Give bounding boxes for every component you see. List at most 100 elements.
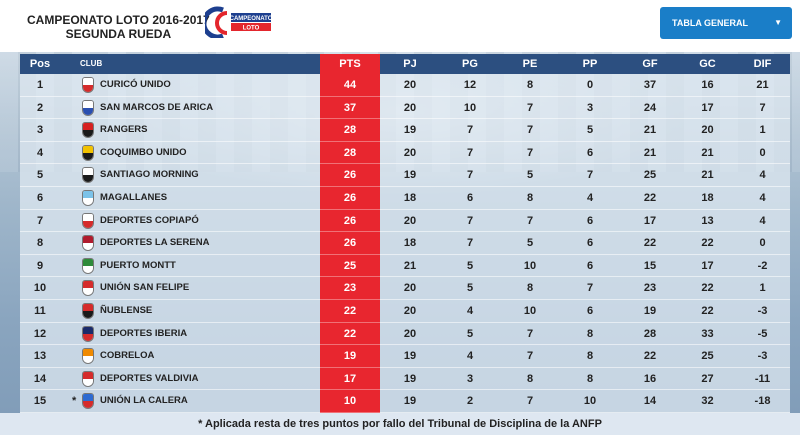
table-row[interactable]: 3 28 19 7 7 5 21 20 1 RANGERS [20,119,790,142]
table-row[interactable]: 8 26 18 7 5 6 22 22 0 DEPORTES LA SERENA [20,232,790,255]
row-club-name[interactable]: UNIÓN LA CALERA [100,395,188,407]
row-pts: 26 [320,209,380,233]
row-club-name[interactable]: UNIÓN SAN FELIPE [100,282,190,294]
table-row[interactable]: 11 22 20 4 10 6 19 22 -3 ÑUBLENSE [20,299,790,323]
col-pts[interactable]: PTS [320,54,380,74]
row-gc: 13 [701,214,714,227]
row-pts: 22 [320,322,380,346]
row-club-name[interactable]: PUERTO MONTT [100,259,176,271]
row-pp: 0 [586,79,594,91]
row-pj: 20 [403,101,417,114]
club-crest-icon [82,122,94,139]
table-row[interactable]: 5 26 19 7 5 7 25 21 4 SANTIAGO MORNING [20,164,790,187]
row-gc: 33 [701,327,714,340]
row-pg: 7 [466,237,474,250]
row-dif: -11 [754,372,771,385]
row-club-name[interactable]: CURICÓ UNIDO [100,79,171,90]
row-pg: 7 [466,169,474,182]
table-type-dropdown[interactable]: TABLA GENERAL ▼ [660,7,792,39]
row-pts: 25 [320,254,380,278]
col-pp[interactable]: PP [582,58,598,70]
row-pos: 10 [33,282,47,295]
row-pe: 8 [526,191,534,204]
row-pos: 11 [34,304,46,317]
footnote: * Aplicada resta de tres puntos por fall… [0,413,800,435]
col-gf[interactable]: GF [642,58,658,70]
row-pts: 28 [320,119,380,142]
col-pe[interactable]: PE [522,58,538,70]
row-pj: 19 [403,395,417,408]
row-club-name[interactable]: DEPORTES LA SERENA [100,237,210,249]
row-dif: -18 [754,395,771,408]
table-row[interactable]: 9 25 21 5 10 6 15 17 -2 PUERTO MONTT [20,254,790,278]
row-pos: 7 [36,214,44,227]
row-pe: 8 [526,372,534,385]
row-gc: 32 [701,395,714,408]
row-club-name[interactable]: SANTIAGO MORNING [100,169,199,181]
row-gf: 24 [643,101,657,114]
row-club-name[interactable]: SAN MARCOS DE ARICA [100,101,214,113]
row-pp: 8 [586,372,594,385]
row-club-name[interactable]: DEPORTES COPIAPÓ [100,214,199,226]
table-row[interactable]: 6 26 18 6 8 4 22 18 4 MAGALLANES [20,186,790,210]
table-row[interactable]: 12 22 20 5 7 8 28 33 -5 DEPORTES IBERIA [20,322,790,346]
row-gc: 22 [701,304,714,317]
col-gc[interactable]: GC [699,58,716,70]
row-pos: 9 [36,259,44,272]
row-club-name[interactable]: RANGERS [100,124,148,136]
row-pp: 6 [586,304,594,317]
col-pg[interactable]: PG [462,58,478,70]
row-club-name[interactable]: COBRELOA [100,350,155,362]
table-row[interactable]: 13 19 19 4 7 8 22 25 -3 COBRELOA [20,345,790,368]
table-row[interactable]: 14 17 19 3 8 8 16 27 -11 DEPORTES VALDIVIA [20,367,790,391]
row-club-name[interactable]: COQUIMBO UNIDO [100,146,187,158]
row-club-name[interactable]: MAGALLANES [100,191,168,203]
row-pe: 5 [526,237,534,250]
row-pp: 6 [586,146,594,159]
club-crest-icon [82,235,94,252]
col-dif[interactable]: DIF [753,58,772,70]
row-dif: 7 [759,101,766,114]
table-header: Pos CLUB PTS PJ PG PE PP GF GC DIF [20,54,790,74]
row-pe: 10 [523,259,537,272]
row-gf: 17 [643,214,657,227]
table-row[interactable]: 7 26 20 7 7 6 17 13 4 DEPORTES COPIAPÓ [20,209,790,233]
col-pj[interactable]: PJ [403,58,417,70]
row-gc: 25 [701,350,714,363]
row-club-name[interactable]: DEPORTES IBERIA [100,327,188,339]
row-pp: 6 [586,214,594,227]
table-row[interactable]: 2 37 20 10 7 3 24 17 7 SAN MARCOS DE ARICA [20,96,790,120]
row-pj: 20 [403,304,417,317]
row-pj: 20 [403,214,417,227]
row-gc: 21 [701,169,714,182]
club-crest-icon [82,370,94,387]
row-club-name[interactable]: DEPORTES VALDIVIA [100,372,199,384]
row-gf: 21 [643,124,657,137]
table-row[interactable]: 15 10 19 2 7 10 14 32 -18 * UNIÓN LA CALERA [20,390,790,413]
table-row[interactable]: 1 44 20 12 8 0 37 16 21 CURICÓ UNIDO [20,74,790,97]
chevron-down-icon: ▼ [774,18,782,27]
club-crest-icon [82,393,94,410]
row-gc: 21 [701,146,714,159]
club-crest-icon [82,144,94,161]
row-pg: 4 [466,304,474,317]
penalty-asterisk: * [72,395,77,408]
row-gf: 16 [643,372,657,385]
row-pg: 3 [466,372,474,385]
row-pts: 26 [320,186,380,210]
col-pos[interactable]: Pos [29,58,51,70]
row-club-name[interactable]: ÑUBLENSE [100,304,153,316]
club-crest-icon [82,189,94,206]
row-pe: 7 [526,101,534,114]
standings-table: Pos CLUB PTS PJ PG PE PP GF GC DIF 1 4 4 20… [20,54,790,413]
row-pos: 1 [36,79,44,91]
row-pg: 7 [466,146,474,159]
row-gf: 19 [643,304,657,317]
row-dif: 4 [759,169,766,182]
table-row[interactable]: 10 23 20 5 8 7 23 22 1 UNIÓN SAN FELIPE [20,277,790,300]
col-club[interactable]: CLUB [80,59,103,68]
row-pg: 10 [463,101,477,114]
page-title: CAMPEONATO LOTO 2016-2017 SEGUNDA RUEDA [27,13,210,41]
table-row[interactable]: 4 28 20 7 7 6 21 21 0 COQUIMBO UNIDO [20,141,790,165]
row-pp: 8 [586,327,594,340]
